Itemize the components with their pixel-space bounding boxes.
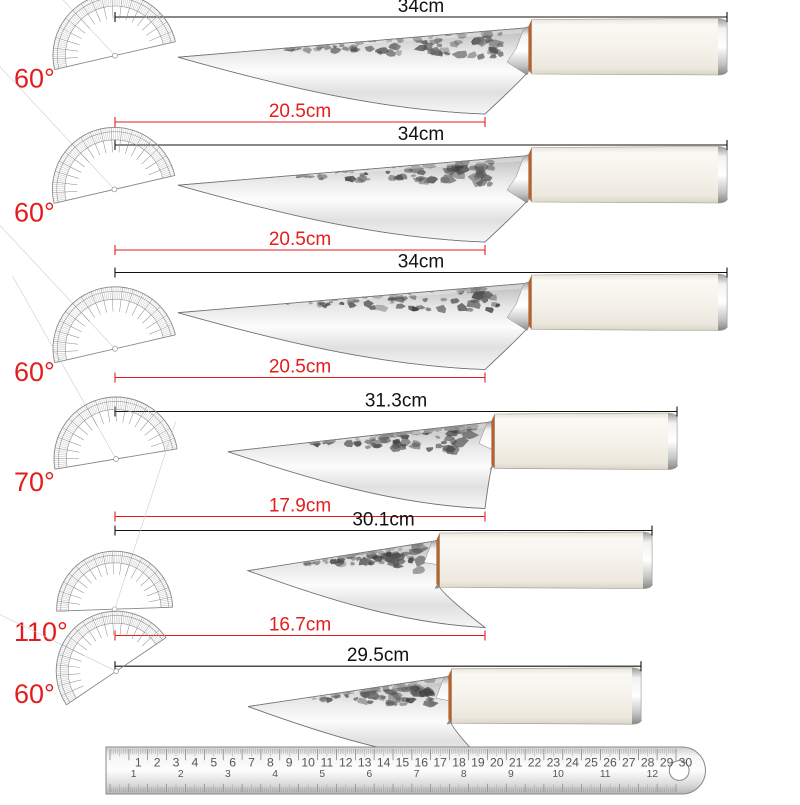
- svg-text:16: 16: [415, 756, 429, 770]
- svg-text:11: 11: [600, 769, 611, 780]
- svg-text:30: 30: [679, 756, 693, 770]
- svg-text:10: 10: [552, 769, 564, 780]
- svg-text:70°: 70°: [14, 467, 55, 497]
- svg-text:15: 15: [396, 756, 410, 770]
- svg-text:1: 1: [131, 769, 137, 780]
- svg-text:60°: 60°: [14, 64, 55, 94]
- svg-text:13: 13: [358, 756, 372, 770]
- svg-text:18: 18: [452, 756, 466, 770]
- svg-text:20.5cm: 20.5cm: [269, 101, 331, 122]
- svg-text:29: 29: [660, 756, 674, 770]
- svg-text:34cm: 34cm: [398, 0, 444, 17]
- svg-text:110°: 110°: [14, 617, 68, 647]
- svg-text:5: 5: [319, 769, 325, 780]
- svg-text:28: 28: [641, 756, 655, 770]
- svg-text:20.5cm: 20.5cm: [269, 229, 331, 250]
- svg-text:17: 17: [433, 756, 447, 770]
- svg-text:30.1cm: 30.1cm: [352, 510, 414, 531]
- svg-text:3: 3: [225, 769, 231, 780]
- svg-text:11: 11: [321, 756, 334, 770]
- svg-text:20.5cm: 20.5cm: [269, 357, 331, 378]
- svg-text:34cm: 34cm: [398, 252, 444, 273]
- svg-text:60°: 60°: [14, 197, 55, 227]
- svg-text:9: 9: [286, 756, 293, 770]
- svg-text:6: 6: [367, 769, 373, 780]
- svg-text:2: 2: [154, 756, 161, 770]
- svg-text:7: 7: [414, 769, 420, 780]
- svg-text:60°: 60°: [14, 357, 55, 387]
- svg-text:31.3cm: 31.3cm: [365, 391, 427, 412]
- svg-text:7: 7: [248, 756, 255, 770]
- svg-text:4: 4: [272, 769, 278, 780]
- svg-text:10: 10: [301, 756, 315, 770]
- svg-text:23: 23: [547, 756, 561, 770]
- svg-text:9: 9: [508, 769, 514, 780]
- svg-text:2: 2: [178, 769, 184, 780]
- svg-text:20: 20: [490, 756, 504, 770]
- svg-text:22: 22: [528, 756, 542, 770]
- svg-text:12: 12: [647, 769, 659, 780]
- svg-text:12: 12: [339, 756, 353, 770]
- svg-text:1: 1: [135, 756, 142, 770]
- svg-text:3: 3: [173, 756, 180, 770]
- svg-text:26: 26: [603, 756, 617, 770]
- svg-text:8: 8: [461, 769, 467, 780]
- svg-text:29.5cm: 29.5cm: [347, 645, 409, 666]
- svg-text:27: 27: [622, 756, 636, 770]
- svg-text:17.9cm: 17.9cm: [269, 496, 331, 517]
- svg-text:60°: 60°: [14, 679, 55, 709]
- svg-text:19: 19: [471, 756, 485, 770]
- svg-text:16.7cm: 16.7cm: [269, 615, 331, 636]
- svg-text:5: 5: [210, 756, 217, 770]
- svg-text:4: 4: [192, 756, 199, 770]
- svg-text:14: 14: [377, 756, 391, 770]
- svg-text:8: 8: [267, 756, 274, 770]
- svg-text:24: 24: [565, 756, 579, 770]
- svg-text:34cm: 34cm: [398, 124, 444, 145]
- svg-text:21: 21: [509, 756, 523, 770]
- svg-text:6: 6: [229, 756, 236, 770]
- svg-text:25: 25: [584, 756, 598, 770]
